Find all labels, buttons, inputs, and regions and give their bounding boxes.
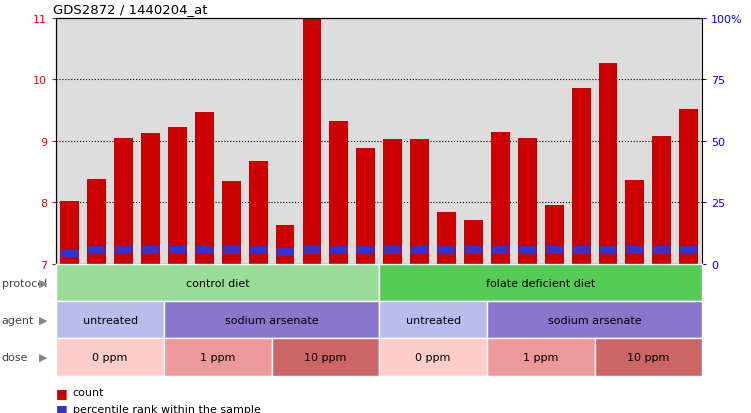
Bar — [142, 247, 159, 255]
Text: 1 ppm: 1 ppm — [523, 352, 559, 362]
Bar — [680, 247, 697, 255]
Bar — [330, 247, 348, 255]
Bar — [357, 149, 376, 264]
Bar — [411, 247, 428, 255]
Text: 10 ppm: 10 ppm — [627, 352, 670, 362]
Bar — [519, 247, 535, 255]
Text: dose: dose — [2, 352, 28, 362]
Bar — [114, 138, 133, 264]
Bar — [196, 247, 213, 255]
Text: control diet: control diet — [186, 278, 249, 288]
Bar — [276, 248, 294, 256]
Bar — [303, 247, 321, 255]
Bar — [626, 247, 644, 255]
Bar — [62, 249, 78, 257]
Bar — [249, 247, 267, 255]
Text: ■: ■ — [56, 386, 68, 399]
Text: folate deficient diet: folate deficient diet — [486, 278, 596, 288]
Text: ▶: ▶ — [39, 315, 48, 325]
Bar — [572, 89, 590, 264]
Text: protocol: protocol — [2, 278, 47, 288]
Text: 1 ppm: 1 ppm — [200, 352, 236, 362]
Bar — [60, 202, 79, 264]
Bar — [222, 182, 240, 264]
Text: ▶: ▶ — [39, 278, 48, 288]
Bar — [330, 122, 348, 264]
Bar — [88, 247, 105, 255]
Bar — [87, 180, 106, 264]
Bar — [544, 205, 563, 264]
Bar — [465, 247, 482, 255]
Bar — [491, 133, 510, 264]
Bar — [464, 220, 483, 264]
Bar — [303, 20, 321, 264]
Text: sodium arsenate: sodium arsenate — [225, 315, 318, 325]
Bar — [492, 247, 509, 255]
Bar — [626, 181, 644, 264]
Text: sodium arsenate: sodium arsenate — [547, 315, 641, 325]
Text: percentile rank within the sample: percentile rank within the sample — [73, 404, 261, 413]
Bar — [599, 247, 617, 255]
Bar — [599, 64, 617, 264]
Text: 0 ppm: 0 ppm — [415, 352, 451, 362]
Bar — [572, 247, 590, 255]
Text: untreated: untreated — [83, 315, 137, 325]
Text: ■: ■ — [56, 402, 68, 413]
Bar — [195, 113, 214, 264]
Bar — [410, 140, 429, 264]
Bar — [438, 247, 455, 255]
Text: GDS2872 / 1440204_at: GDS2872 / 1440204_at — [53, 3, 207, 16]
Bar — [653, 137, 671, 264]
Bar — [680, 110, 698, 264]
Bar — [169, 246, 186, 254]
Bar — [383, 140, 402, 264]
Text: untreated: untreated — [406, 315, 460, 325]
Bar — [357, 247, 374, 255]
Bar — [385, 247, 401, 255]
Bar — [223, 247, 240, 255]
Text: ▶: ▶ — [39, 352, 48, 362]
Text: agent: agent — [2, 315, 34, 325]
Bar — [518, 139, 537, 264]
Bar — [141, 134, 160, 264]
Text: 10 ppm: 10 ppm — [304, 352, 347, 362]
Bar — [653, 247, 671, 255]
Bar — [249, 162, 267, 264]
Bar — [546, 247, 562, 255]
Text: 0 ppm: 0 ppm — [92, 352, 128, 362]
Text: count: count — [73, 387, 104, 397]
Bar — [115, 246, 132, 254]
Bar — [276, 225, 294, 264]
Bar — [437, 213, 456, 264]
Bar — [168, 128, 187, 264]
